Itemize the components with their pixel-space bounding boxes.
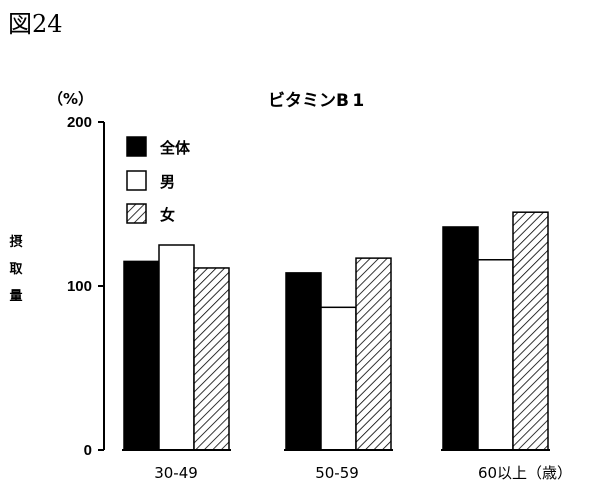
bars <box>122 211 550 451</box>
bar-全体-50-59 <box>285 272 322 451</box>
category-labels: 30-49 50-59 60以上（歳） <box>154 464 572 482</box>
y-tick-label: 200 <box>67 114 92 131</box>
legend-label: 女 <box>160 206 175 224</box>
bar-男-30-49 <box>158 244 195 451</box>
legend-swatch <box>126 203 147 224</box>
y-tick-labels: 0 100 200 <box>67 114 92 459</box>
figure-label: 図24 <box>8 10 63 38</box>
x-category-label: 60以上（歳） <box>478 464 572 482</box>
bar-男-50-59 <box>320 306 357 451</box>
chart-title: ビタミンB 1 <box>268 91 364 111</box>
legend-label: 全体 <box>159 139 191 157</box>
bar-全体-30-49 <box>123 260 160 451</box>
y-unit-label: （%） <box>48 90 93 108</box>
legend-swatch <box>126 170 147 191</box>
y-tick-label: 0 <box>84 442 92 459</box>
y-axis-label-char: 取 <box>9 262 23 277</box>
bar-女-30-49 <box>193 267 230 451</box>
legend-label: 男 <box>160 173 175 191</box>
x-category-label: 50-59 <box>315 464 359 482</box>
bar-女-60以上（歳） <box>512 211 549 451</box>
bar-男-60以上（歳） <box>477 259 514 451</box>
bar-女-50-59 <box>355 257 392 451</box>
x-category-label: 30-49 <box>154 464 198 482</box>
y-tick-label: 100 <box>67 278 92 295</box>
legend-swatch <box>126 136 147 157</box>
y-axis-label-char: 摂 <box>9 234 22 250</box>
y-axis-label: 摂取量 <box>9 234 23 304</box>
y-axis-label-char: 量 <box>9 289 22 304</box>
bar-全体-60以上（歳） <box>442 226 479 451</box>
